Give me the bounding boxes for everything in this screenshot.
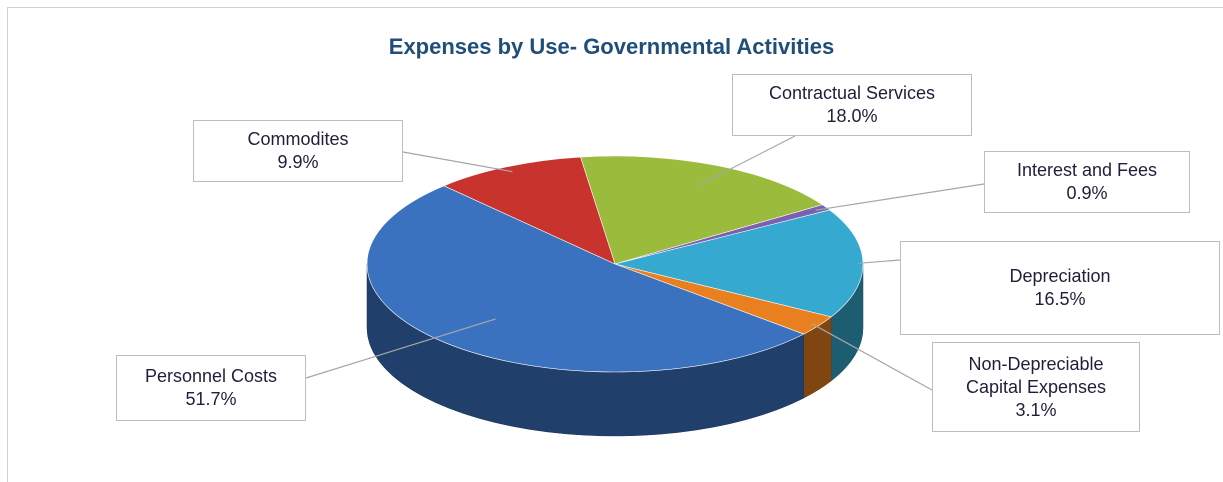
chart-title: Expenses by Use- Governmental Activities: [388, 34, 835, 59]
leader-depreciation: [857, 259, 901, 264]
label-name: Interest and Fees: [1016, 160, 1158, 180]
label-name: Commodites: [247, 129, 349, 149]
leader-commodites: [402, 151, 513, 173]
label-commodites: Commodites 9.9%: [193, 120, 403, 182]
label-name: Depreciation: [1009, 266, 1111, 286]
label-name: Non-Depreciable: [968, 353, 1104, 374]
leader-contractual-services: [694, 135, 796, 188]
label-non-depreciable-capital-expenses: Non-Depreciable Capital Expenses 3.1%: [932, 342, 1140, 432]
label-value: 9.9%: [277, 152, 319, 172]
label-value: 18.0%: [826, 106, 878, 126]
chart-frame: [7, 7, 1223, 482]
pie-top: [366, 155, 864, 373]
slice-commodites: [443, 156, 616, 265]
slice-contractual-services: [580, 155, 824, 265]
label-contractual-services: Contractual Services 18.0%: [732, 74, 972, 136]
label-personnel-costs: Personnel Costs 51.7%: [116, 355, 306, 421]
leader-interest-and-fees: [815, 183, 985, 211]
label-name: Personnel Costs: [144, 366, 278, 386]
leader-lines: [305, 135, 985, 391]
label-value: 16.5%: [1034, 289, 1086, 309]
label-value: 51.7%: [185, 389, 237, 409]
label-depreciation: Depreciation 16.5%: [900, 241, 1220, 335]
label-name: Capital Expenses: [965, 376, 1107, 397]
label-value: 3.1%: [1015, 399, 1057, 420]
label-value: 0.9%: [1066, 183, 1108, 203]
leader-personnel-costs: [305, 318, 496, 379]
label-name: Contractual Services: [768, 83, 936, 103]
leader-non-depreciable-capital-expenses: [812, 323, 933, 391]
label-interest-and-fees: Interest and Fees 0.9%: [984, 151, 1190, 213]
